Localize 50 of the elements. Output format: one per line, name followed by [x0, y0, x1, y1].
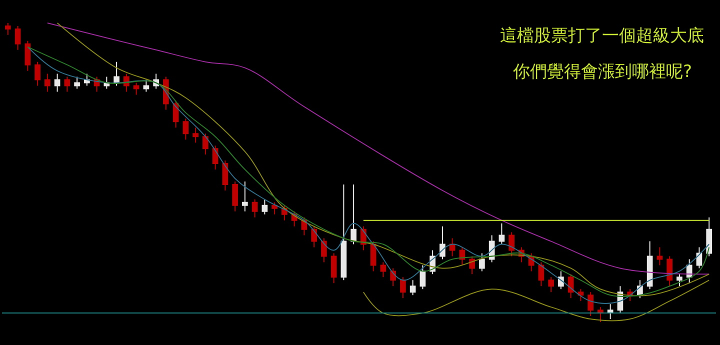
annotation: 這檔股票打了一個超級大底 — [500, 26, 704, 46]
candlestick — [14, 25, 21, 50]
candlestick — [479, 252, 485, 272]
candlestick — [5, 22, 11, 36]
candlestick — [242, 180, 248, 212]
candlestick — [202, 133, 208, 156]
candlestick — [114, 61, 120, 86]
candlestick — [262, 198, 268, 215]
candlestick — [440, 226, 446, 260]
candlestick — [74, 76, 80, 90]
candlestick — [143, 79, 150, 92]
candlestick — [498, 222, 505, 245]
candlestick — [548, 276, 554, 293]
candlestick — [222, 160, 228, 191]
candlestick — [34, 61, 40, 86]
candlestick — [420, 264, 426, 290]
candlestick — [400, 276, 406, 299]
candlestick — [706, 216, 712, 257]
candlestick — [182, 118, 189, 140]
candlestick — [321, 238, 327, 263]
candlestick — [676, 274, 682, 287]
candlestick — [133, 82, 140, 96]
candlestick — [656, 246, 663, 266]
candlestick — [311, 226, 317, 248]
candlestick — [340, 184, 347, 281]
candlestick — [538, 262, 544, 287]
candlestick — [598, 306, 604, 323]
candlestick — [54, 73, 60, 92]
candlestick — [272, 202, 278, 215]
candlestick — [686, 258, 692, 284]
candlestick — [578, 288, 584, 302]
annotation: 你們覺得會漲到哪裡呢? — [512, 62, 692, 82]
candlestick — [508, 232, 514, 257]
candlestick — [380, 262, 386, 278]
candlestick — [44, 73, 50, 92]
candlestick — [350, 184, 356, 245]
candlestick — [330, 252, 337, 284]
candlestick — [588, 292, 594, 317]
candlestick — [192, 127, 198, 144]
candlestick — [232, 180, 238, 212]
candlestick — [469, 256, 475, 275]
candlestick — [607, 304, 614, 320]
candlestick — [64, 76, 70, 92]
candlestick — [410, 280, 416, 296]
candlestick — [646, 240, 653, 290]
candlestick — [568, 274, 574, 299]
candlestick — [252, 198, 258, 218]
candlestick — [449, 238, 456, 257]
candlestick — [666, 256, 672, 287]
candlestick — [24, 40, 31, 72]
